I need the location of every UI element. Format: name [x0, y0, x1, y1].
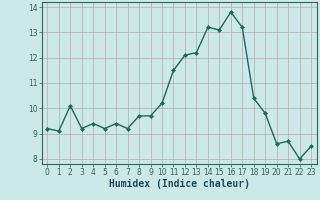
X-axis label: Humidex (Indice chaleur): Humidex (Indice chaleur)	[109, 179, 250, 189]
